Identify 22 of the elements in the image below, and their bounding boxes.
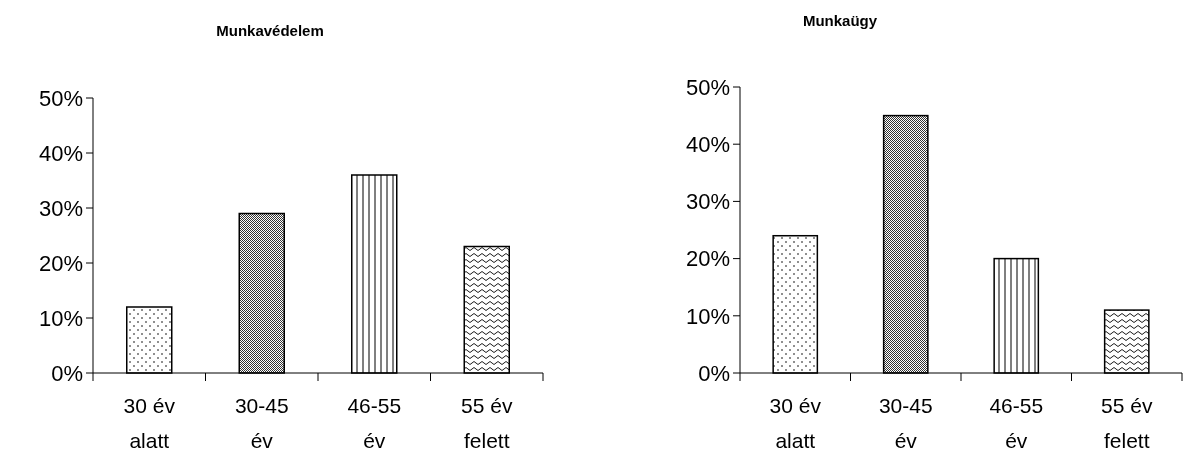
x-tick-label: 55 év felett (461, 394, 513, 452)
x-tick-label: 55 év felett (1101, 394, 1153, 452)
x-tick-label: 30 év alatt (123, 394, 176, 452)
y-tick-label: 0% (698, 360, 730, 386)
y-tick-label: 20% (685, 246, 730, 272)
y-tick-label: 30% (38, 195, 83, 221)
x-tick-label: 30-45 év (878, 394, 933, 452)
x-tick-label: 46-55 év (347, 394, 402, 452)
y-tick-label: 40% (685, 131, 730, 157)
chart-title: Munkaügy (802, 12, 878, 29)
y-tick-label: 10% (685, 303, 730, 329)
y-tick-label: 40% (38, 140, 83, 166)
y-tick-label: 30% (685, 189, 730, 215)
y-tick-label: 10% (38, 305, 83, 331)
x-tick-label: 46-55 év (989, 394, 1044, 452)
chart-title: Munkavédelem (216, 22, 324, 39)
y-tick-label: 50% (38, 85, 83, 111)
x-tick-label: 30 év alatt (769, 394, 822, 452)
y-tick-label: 0% (51, 360, 83, 386)
y-tick-label: 50% (685, 74, 730, 100)
y-tick-label: 20% (38, 250, 83, 276)
x-tick-label: 30-45 év (234, 394, 289, 452)
